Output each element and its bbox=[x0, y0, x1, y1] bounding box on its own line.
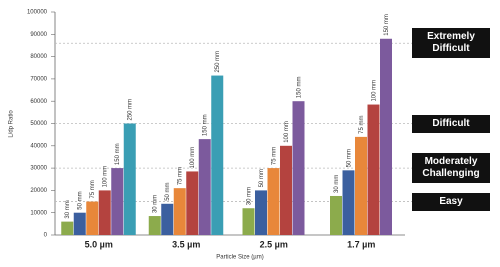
bar-label: 30 mm bbox=[334, 175, 340, 193]
zone-label: Difficult bbox=[412, 114, 490, 133]
bar bbox=[330, 195, 342, 235]
zone-label: Easy bbox=[412, 192, 490, 211]
bar-label: 50 mm bbox=[165, 182, 171, 200]
bar-label: 150 mm bbox=[296, 77, 302, 99]
y-tick-label: 70000 bbox=[30, 76, 47, 82]
bar bbox=[148, 216, 161, 235]
bar bbox=[111, 168, 124, 235]
y-axis-label: L/dp Ratio bbox=[9, 110, 15, 138]
x-axis-label: Particle Size (µm) bbox=[216, 255, 263, 261]
bar-label: 30 mm bbox=[65, 200, 71, 218]
bar bbox=[242, 208, 255, 235]
bar bbox=[86, 201, 99, 235]
bar bbox=[342, 170, 355, 235]
y-tick-label: 90000 bbox=[30, 32, 47, 38]
y-tick-label: 0 bbox=[44, 233, 48, 239]
y-tick-label: 80000 bbox=[30, 54, 47, 60]
bar bbox=[123, 123, 136, 235]
bar bbox=[355, 136, 367, 235]
bar bbox=[161, 203, 174, 235]
zone-label: Extremely Difficult bbox=[412, 28, 490, 59]
zone-label: Moderately Challenging bbox=[412, 153, 490, 184]
y-tick-label: 20000 bbox=[30, 188, 47, 194]
bar-label: 50 mm bbox=[78, 191, 84, 209]
bar-label: 75 mm bbox=[271, 147, 277, 165]
bar-label: 75 mm bbox=[178, 167, 184, 185]
bar bbox=[292, 101, 305, 235]
x-tick-label: 5.0 µm bbox=[85, 239, 113, 249]
bar-label: 250 mm bbox=[215, 51, 221, 73]
bar-label: 100 mm bbox=[103, 166, 109, 188]
bar-label: 75 mm bbox=[90, 180, 96, 198]
bar-label: 100 mm bbox=[371, 80, 377, 102]
bar-label: 50 mm bbox=[259, 169, 265, 187]
bar bbox=[98, 190, 111, 235]
bar bbox=[380, 38, 392, 236]
bar bbox=[267, 168, 280, 235]
bar-label: 150 mm bbox=[203, 114, 209, 136]
bar bbox=[173, 188, 186, 235]
bar bbox=[186, 171, 199, 235]
x-tick-label: 1.7 µm bbox=[347, 239, 375, 249]
y-tick-label: 50000 bbox=[30, 121, 47, 127]
bar bbox=[255, 190, 267, 235]
bar-label: 150 mm bbox=[384, 14, 390, 36]
bar bbox=[198, 139, 211, 235]
bar bbox=[61, 221, 74, 235]
bar bbox=[73, 212, 86, 235]
y-tick-label: 100000 bbox=[27, 10, 48, 16]
bar-label: 150 mm bbox=[115, 143, 121, 165]
bar-label: 100 mm bbox=[284, 121, 290, 143]
bar-label: 30 mm bbox=[153, 195, 159, 213]
y-tick-label: 10000 bbox=[30, 210, 47, 216]
bar-label: 250 mm bbox=[128, 99, 134, 121]
bar bbox=[367, 104, 380, 235]
bar bbox=[211, 75, 224, 236]
x-tick-label: 2.5 µm bbox=[260, 239, 288, 249]
bar-label: 50 mm bbox=[346, 149, 352, 167]
bar-label: 30 mm bbox=[246, 187, 252, 205]
y-tick-label: 40000 bbox=[30, 143, 47, 149]
bar bbox=[280, 145, 292, 235]
bar-label: 100 mm bbox=[190, 147, 196, 169]
y-tick-label: 30000 bbox=[30, 166, 47, 172]
bar-label: 75 mm bbox=[359, 116, 365, 134]
y-tick-label: 60000 bbox=[30, 99, 47, 105]
x-tick-label: 3.5 µm bbox=[172, 239, 200, 249]
